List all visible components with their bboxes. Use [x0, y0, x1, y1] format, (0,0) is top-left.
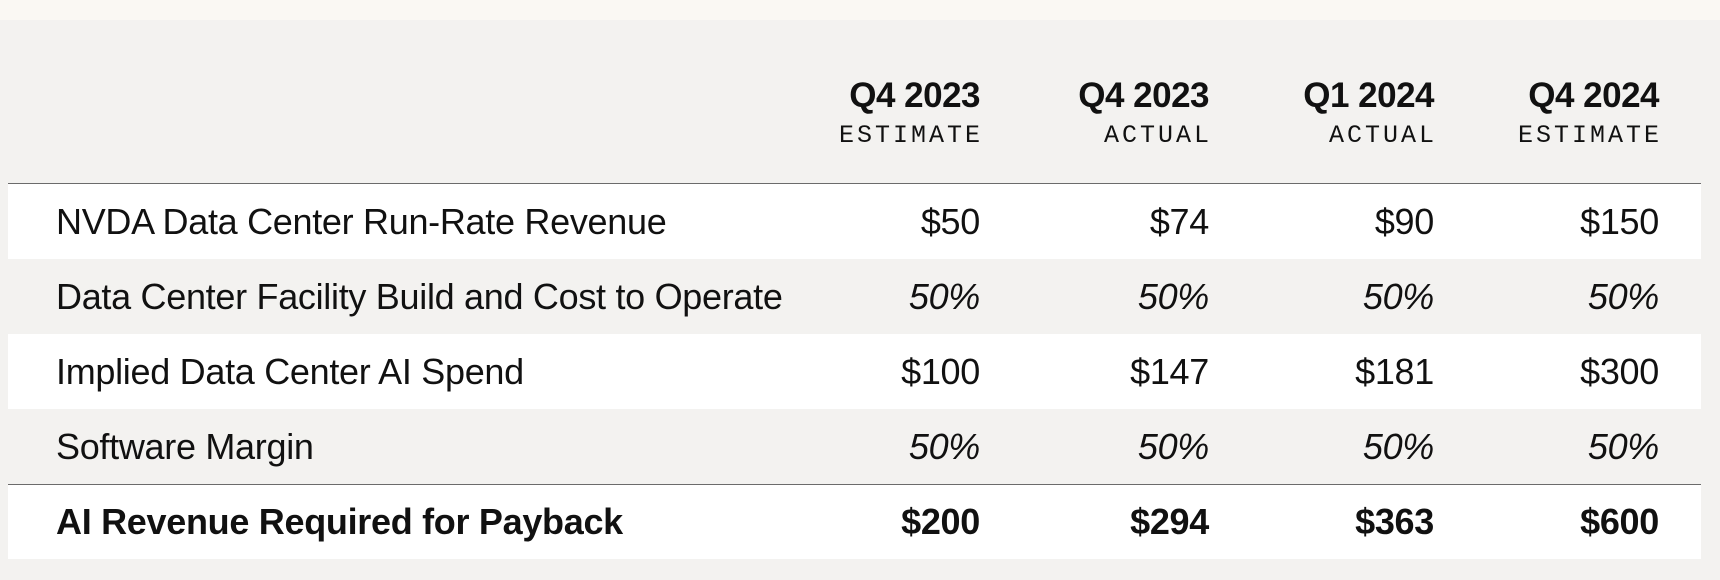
column-period: Q1 2024	[1303, 76, 1434, 115]
table-cell: 50%	[1137, 426, 1209, 467]
row-label: Software Margin	[56, 426, 314, 467]
table-cell: $74	[1149, 201, 1209, 242]
table-cell: $300	[1580, 351, 1659, 392]
table-cell: 50%	[1587, 426, 1659, 467]
column-header: Q1 2024 ACTUAL	[1234, 76, 1434, 151]
table-cell: 50%	[1362, 426, 1434, 467]
column-period: Q4 2023	[849, 76, 980, 115]
table-cell: $294	[1130, 501, 1209, 542]
column-header: Q4 2023 ESTIMATE	[780, 76, 983, 151]
row-label: Implied Data Center AI Spend	[56, 351, 524, 392]
row-label: Data Center Facility Build and Cost to O…	[56, 276, 783, 317]
column-period: Q4 2024	[1528, 76, 1659, 115]
table-row: Software Margin 50% 50% 50% 50%	[8, 409, 1701, 484]
table-cell: $150	[1580, 201, 1659, 242]
row-label: AI Revenue Required for Payback	[56, 501, 623, 542]
table-row: NVDA Data Center Run-Rate Revenue $50 $7…	[8, 184, 1701, 259]
top-strip	[0, 0, 1720, 20]
table-cell: 50%	[908, 426, 980, 467]
column-header: Q4 2023 ACTUAL	[1009, 76, 1209, 151]
table-cell: $363	[1355, 501, 1434, 542]
table-cell: 50%	[1587, 276, 1659, 317]
table-cell: $147	[1130, 351, 1209, 392]
column-period: Q4 2023	[1078, 76, 1209, 115]
table-cell: $50	[920, 201, 980, 242]
table-cell: 50%	[1137, 276, 1209, 317]
column-type: ESTIMATE	[1517, 121, 1662, 150]
payback-table: Q4 2023 ESTIMATE Q4 2023 ACTUAL Q1 2024 …	[8, 20, 1701, 559]
table-cell: $600	[1580, 501, 1659, 542]
column-type: ACTUAL	[1103, 121, 1212, 150]
table-cell: 50%	[908, 276, 980, 317]
column-type: ACTUAL	[1328, 121, 1437, 150]
table-cell: $181	[1355, 351, 1434, 392]
total-row: AI Revenue Required for Payback $200 $29…	[8, 484, 1701, 559]
table-cell: $200	[901, 501, 980, 542]
table-cell: 50%	[1362, 276, 1434, 317]
table-cell: $90	[1374, 201, 1434, 242]
table-cell: $100	[901, 351, 980, 392]
table-header: Q4 2023 ESTIMATE Q4 2023 ACTUAL Q1 2024 …	[8, 20, 1701, 184]
column-type: ESTIMATE	[838, 121, 983, 150]
column-header: Q4 2024 ESTIMATE	[1459, 76, 1662, 151]
table-row: Implied Data Center AI Spend $100 $147 $…	[8, 334, 1701, 409]
row-label: NVDA Data Center Run-Rate Revenue	[56, 201, 667, 242]
table-row: Data Center Facility Build and Cost to O…	[8, 259, 1701, 334]
